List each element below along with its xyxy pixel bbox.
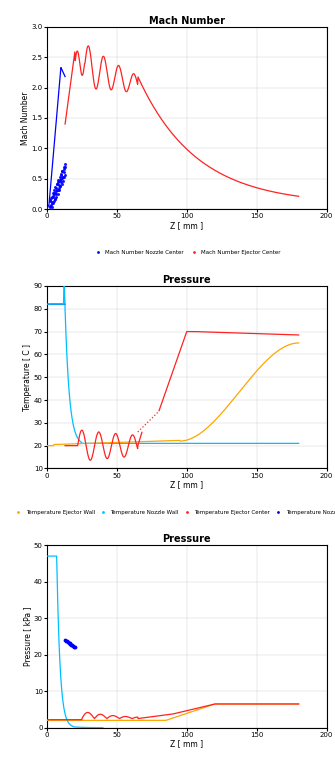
Point — [48, 195, 53, 207]
Point — [59, 169, 64, 181]
Point — [57, 174, 63, 186]
Point — [53, 181, 58, 193]
Point — [50, 187, 56, 199]
Point — [50, 197, 55, 210]
Point — [57, 180, 63, 192]
Point — [53, 187, 58, 199]
Point — [60, 174, 66, 187]
Point — [61, 166, 67, 178]
Point — [52, 194, 58, 206]
Point — [56, 179, 61, 191]
Point — [53, 182, 58, 194]
Y-axis label: Pressure [ kPa ]: Pressure [ kPa ] — [23, 607, 32, 666]
Point — [54, 185, 59, 197]
X-axis label: Z [ mm ]: Z [ mm ] — [170, 480, 203, 489]
Point — [52, 184, 57, 196]
Point — [72, 642, 78, 654]
Point — [54, 190, 59, 203]
Point — [48, 199, 54, 211]
Point — [58, 168, 64, 180]
Point — [54, 178, 60, 190]
Point — [61, 161, 66, 173]
Point — [55, 184, 60, 196]
Y-axis label: Mach Number: Mach Number — [21, 91, 30, 145]
Title: Pressure: Pressure — [162, 275, 211, 285]
Point — [56, 174, 61, 186]
Point — [60, 171, 65, 183]
Title: Mach Number: Mach Number — [149, 16, 225, 26]
Point — [55, 184, 60, 196]
Point — [49, 190, 54, 203]
Point — [62, 158, 68, 170]
Point — [52, 193, 57, 205]
Point — [68, 638, 73, 650]
Point — [58, 173, 63, 185]
Point — [59, 176, 64, 188]
Legend: Mach Number Nozzle Center, Mach Number Ejector Center: Mach Number Nozzle Center, Mach Number E… — [90, 248, 283, 258]
Point — [71, 641, 77, 653]
Point — [62, 634, 68, 646]
Point — [60, 165, 65, 178]
Point — [49, 200, 55, 213]
Point — [60, 165, 65, 178]
Point — [55, 187, 60, 200]
Point — [50, 190, 55, 202]
Point — [56, 184, 62, 196]
X-axis label: Z [ mm ]: Z [ mm ] — [170, 739, 203, 748]
Point — [48, 203, 53, 216]
Point — [65, 636, 70, 648]
Point — [57, 171, 62, 183]
Point — [52, 187, 57, 199]
Point — [47, 200, 52, 213]
Point — [70, 640, 76, 652]
Point — [69, 639, 74, 651]
Point — [59, 178, 64, 190]
Point — [57, 174, 62, 187]
Point — [49, 191, 54, 203]
Point — [47, 194, 53, 206]
Point — [51, 188, 57, 200]
Point — [67, 637, 72, 649]
Point — [58, 180, 63, 192]
Point — [62, 169, 67, 181]
Point — [48, 201, 53, 213]
Point — [64, 636, 70, 648]
Point — [51, 195, 56, 207]
Point — [53, 188, 59, 200]
Point — [61, 163, 66, 175]
Point — [51, 197, 56, 209]
Point — [63, 635, 69, 647]
Point — [56, 182, 62, 194]
Point — [59, 172, 65, 184]
Legend: Temperature Ejector Wall, Temperature Nozzle Wall, Temperature Ejector Center, T: Temperature Ejector Wall, Temperature No… — [11, 507, 335, 517]
Point — [54, 178, 59, 190]
Title: Pressure: Pressure — [162, 534, 211, 544]
Point — [66, 636, 71, 648]
Y-axis label: Temperature [ C ]: Temperature [ C ] — [23, 344, 32, 411]
Point — [62, 171, 67, 184]
X-axis label: Z [ mm ]: Z [ mm ] — [170, 221, 203, 230]
Point — [55, 176, 61, 188]
Point — [70, 639, 75, 652]
Point — [62, 162, 67, 174]
Point — [50, 191, 56, 203]
Point — [61, 171, 66, 183]
Point — [49, 196, 55, 208]
